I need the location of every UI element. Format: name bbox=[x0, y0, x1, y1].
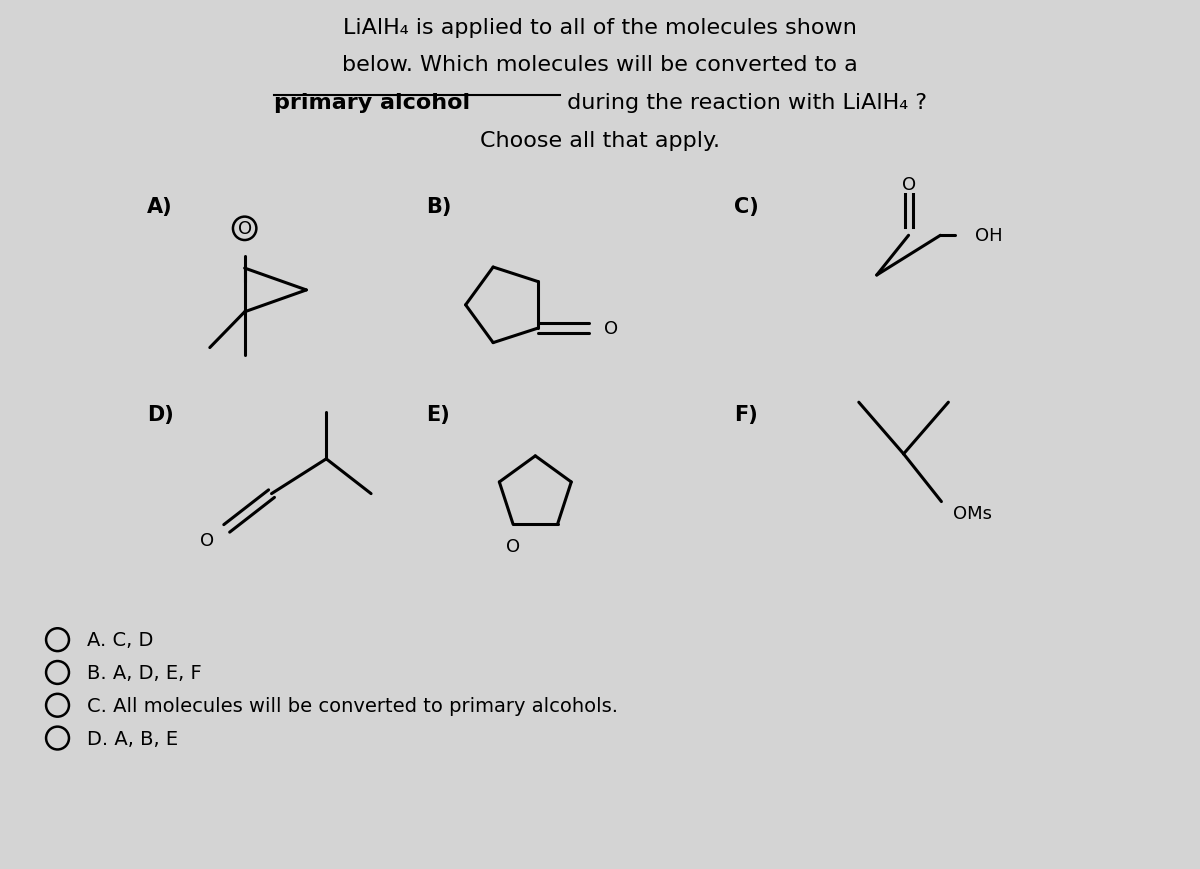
Text: D): D) bbox=[148, 405, 174, 425]
Text: D. A, B, E: D. A, B, E bbox=[88, 729, 179, 747]
Text: C): C) bbox=[734, 196, 760, 216]
Text: E): E) bbox=[426, 405, 450, 425]
Text: F): F) bbox=[734, 405, 758, 425]
Text: B. A, D, E, F: B. A, D, E, F bbox=[88, 663, 202, 682]
Text: during the reaction with LiAlH₄ ?: during the reaction with LiAlH₄ ? bbox=[560, 93, 928, 113]
Text: O: O bbox=[901, 176, 916, 194]
Text: A. C, D: A. C, D bbox=[88, 630, 154, 649]
Text: O: O bbox=[199, 532, 214, 550]
Text: C. All molecules will be converted to primary alcohols.: C. All molecules will be converted to pr… bbox=[88, 696, 618, 715]
Text: OMs: OMs bbox=[953, 505, 992, 523]
Text: O: O bbox=[238, 220, 252, 238]
Text: LiAlH₄ is applied to all of the molecules shown: LiAlH₄ is applied to all of the molecule… bbox=[343, 17, 857, 37]
Text: O: O bbox=[605, 320, 618, 338]
Text: Choose all that apply.: Choose all that apply. bbox=[480, 131, 720, 151]
Text: B): B) bbox=[426, 196, 451, 216]
Text: OH: OH bbox=[976, 227, 1003, 245]
Text: O: O bbox=[506, 537, 520, 555]
Text: A): A) bbox=[148, 196, 173, 216]
Text: primary alcohol: primary alcohol bbox=[274, 93, 469, 113]
Text: below. Which molecules will be converted to a: below. Which molecules will be converted… bbox=[342, 56, 858, 76]
